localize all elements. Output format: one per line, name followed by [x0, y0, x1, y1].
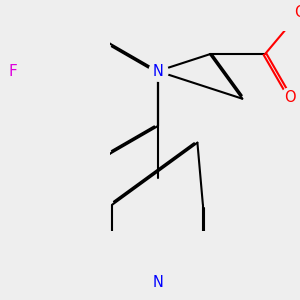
Text: F: F — [8, 64, 17, 79]
Text: O: O — [284, 90, 296, 105]
Text: N: N — [152, 275, 163, 290]
Text: N: N — [152, 64, 163, 79]
Text: O: O — [295, 4, 300, 20]
